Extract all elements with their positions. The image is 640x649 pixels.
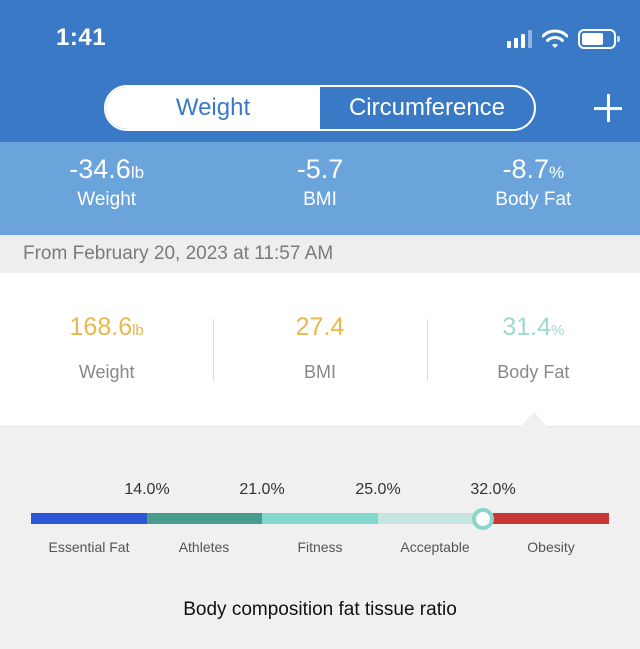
summary-weight: -34.6lb Weight [0,142,213,235]
change-summary: -34.6lb Weight -5.7 BMI -8.7% Body Fat [0,142,640,235]
summary-fat-value: -8.7 [502,154,550,184]
summary-weight-label: Weight [77,189,137,210]
threshold-label: 32.0% [470,481,516,498]
stat-fat-value: 31.4 [502,313,551,341]
summary-fat-unit: % [549,163,565,182]
scale-segment-athletes [146,513,263,524]
category-label: Athletes [178,539,230,555]
stat-body-fat[interactable]: 31.4% Body Fat [426,273,640,426]
wifi-icon [542,29,568,48]
stat-weight-unit: lb [132,322,144,339]
status-time: 1:41 [56,24,107,51]
stat-weight-value: 168.6 [69,313,133,341]
scale-segment-acceptable [377,513,494,524]
stat-weight[interactable]: 168.6lb Weight [0,273,213,426]
category-label: Fitness [297,539,343,555]
scale-segment-fitness [262,513,378,524]
category-label: Acceptable [400,539,470,555]
threshold-label: 25.0% [355,481,401,498]
date-range-text: From February 20, 2023 at 11:57 AM [0,235,640,273]
app-header: 1:41 Weight Circumference [0,0,640,142]
scale-segment-essential [31,513,147,524]
current-stats: 168.6lb Weight 27.4 BMI 31.4% Body Fat [0,273,640,427]
threshold-label: 21.0% [239,481,285,498]
category-label: Essential Fat [48,539,130,555]
status-icons [507,28,620,50]
summary-weight-unit: lb [130,163,145,182]
summary-fat-label: Body Fat [495,189,572,210]
segmented-control: Weight Circumference [104,85,536,131]
stat-bmi-label: BMI [303,362,336,382]
threshold-label: 14.0% [124,481,170,498]
summary-body-fat: -8.7% Body Fat [427,142,640,235]
summary-bmi-label: BMI [303,189,337,210]
body-fat-scale: 14.0% 21.0% 25.0% 32.0% Essential Fat At… [0,428,640,649]
summary-bmi: -5.7 BMI [213,142,426,235]
scale-caption: Body composition fat tissue ratio [183,599,457,620]
stat-weight-label: Weight [78,362,135,382]
plus-icon[interactable] [594,94,622,122]
scale-bar [31,513,609,524]
stat-fat-label: Body Fat [497,362,570,382]
stat-bmi-value: 27.4 [295,313,345,341]
summary-weight-value: -34.6 [69,154,131,184]
summary-bmi-value: -5.7 [296,154,344,184]
category-label: Obesity [527,539,575,555]
battery-icon [578,29,620,49]
stat-fat-unit: % [550,322,565,339]
scale-segment-obesity [493,513,609,524]
tab-circumference[interactable]: Circumference [348,94,506,121]
selected-stat-pointer [520,412,548,427]
tab-weight[interactable]: Weight [106,87,320,129]
stat-bmi[interactable]: 27.4 BMI [213,273,426,426]
current-value-marker [472,508,494,530]
signal-icon [507,30,532,48]
